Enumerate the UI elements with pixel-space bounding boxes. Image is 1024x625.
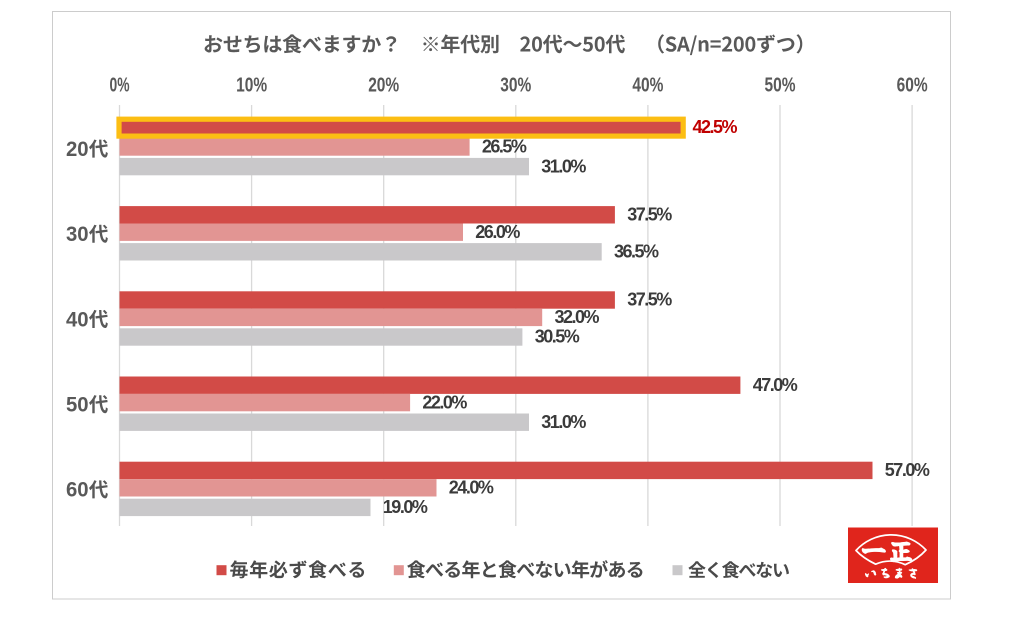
svg-text:50: 50 <box>66 393 89 417</box>
svg-text:37.5%: 37.5% <box>627 205 672 225</box>
svg-text:30: 30 <box>66 222 89 246</box>
svg-text:42.5%: 42.5% <box>693 117 738 137</box>
svg-text:37.5%: 37.5% <box>627 290 672 310</box>
svg-text:20: 20 <box>66 137 89 161</box>
svg-text:30%: 30% <box>500 74 531 96</box>
svg-text:24.0%: 24.0% <box>449 478 494 498</box>
svg-text:32.0%: 32.0% <box>555 307 600 327</box>
svg-text:47.0%: 47.0% <box>753 375 798 395</box>
svg-text:26.0%: 26.0% <box>475 222 520 242</box>
svg-text:57.0%: 57.0% <box>885 460 930 480</box>
svg-text:0%: 0% <box>110 74 130 96</box>
svg-text:20%: 20% <box>368 74 399 96</box>
svg-text:40: 40 <box>66 307 89 331</box>
svg-text:10%: 10% <box>236 74 267 96</box>
svg-text:40%: 40% <box>632 74 663 96</box>
svg-text:60: 60 <box>66 478 89 502</box>
svg-text:36.5%: 36.5% <box>614 242 659 262</box>
svg-text:50%: 50% <box>765 74 796 96</box>
svg-text:26.5%: 26.5% <box>482 137 527 157</box>
svg-text:19.0%: 19.0% <box>383 497 428 517</box>
svg-text:22.0%: 22.0% <box>422 392 467 412</box>
svg-text:31.0%: 31.0% <box>541 156 586 176</box>
svg-text:60%: 60% <box>897 74 928 96</box>
svg-text:31.0%: 31.0% <box>541 412 586 432</box>
svg-text:30.5%: 30.5% <box>535 327 580 347</box>
